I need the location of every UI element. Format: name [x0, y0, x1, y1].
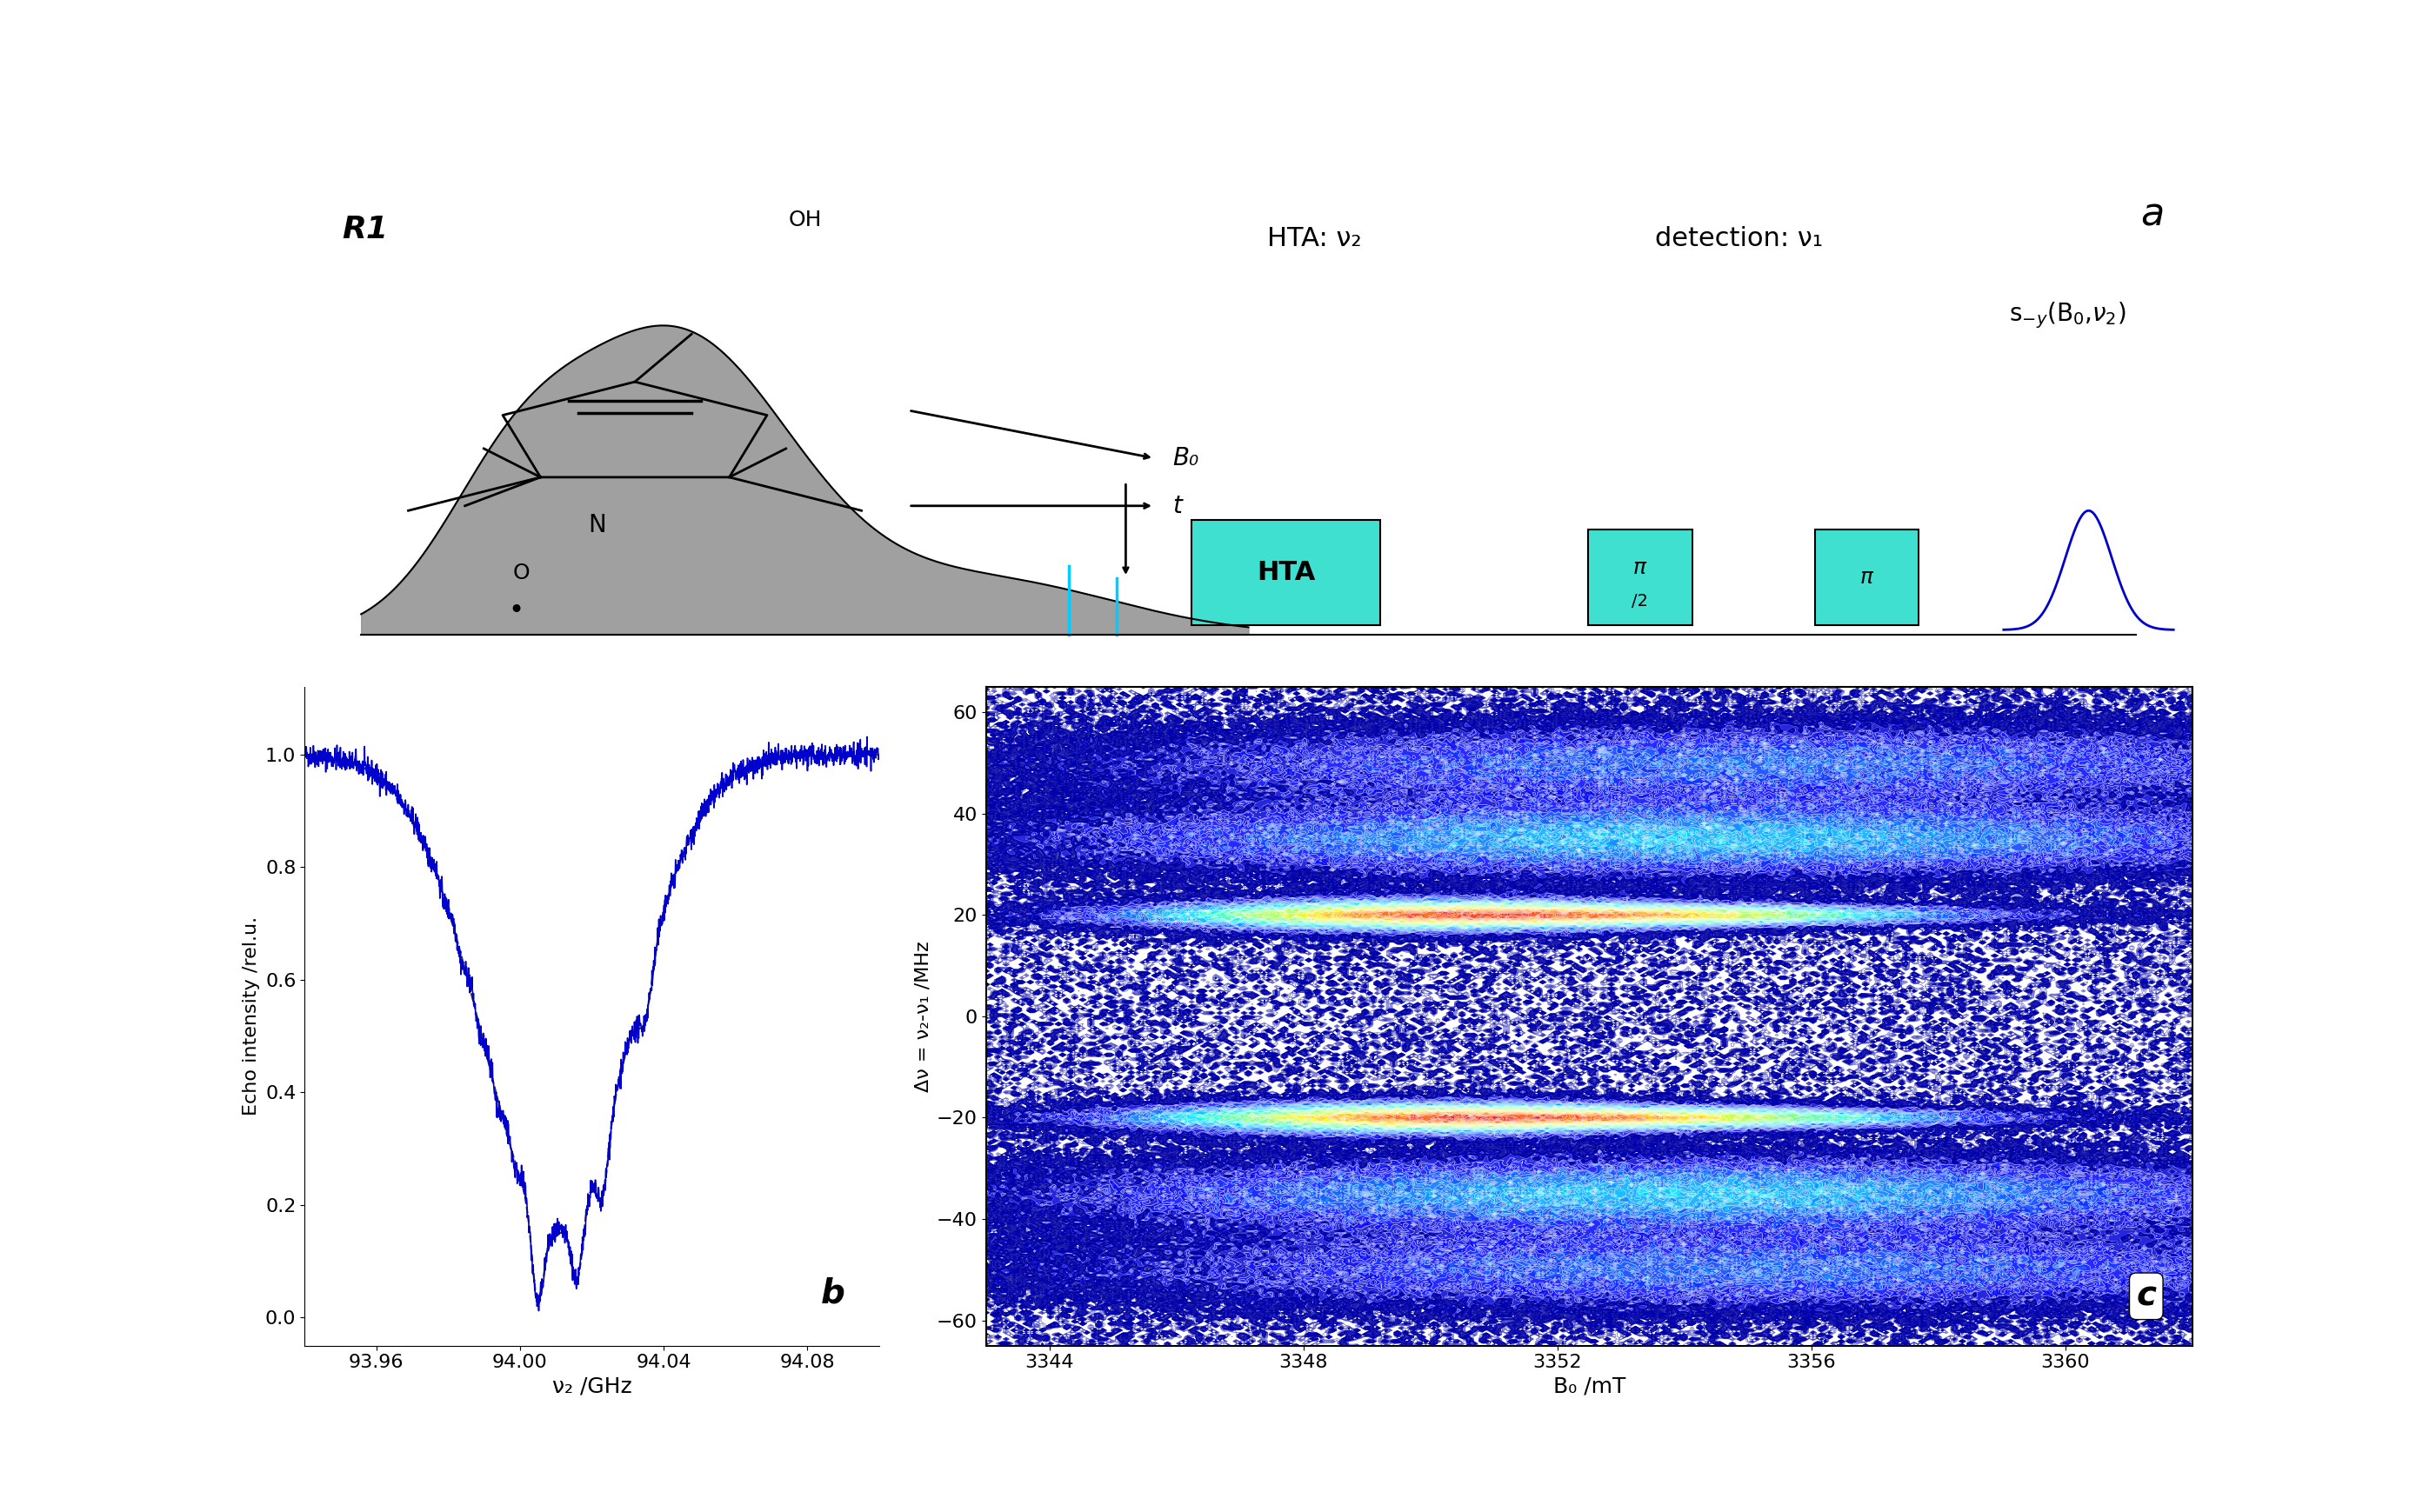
Text: c: c: [2136, 1279, 2156, 1312]
X-axis label: B₀ /mT: B₀ /mT: [1552, 1376, 1625, 1397]
Text: s$_{-y}$(B$_0$,$\nu_2$): s$_{-y}$(B$_0$,$\nu_2$): [2010, 299, 2127, 330]
Bar: [1815, 529, 1920, 624]
Y-axis label: Δν = ν₂-ν₁ /MHz: Δν = ν₂-ν₁ /MHz: [914, 940, 931, 1092]
Text: $\pi$: $\pi$: [1632, 558, 1647, 578]
Y-axis label: Echo intensity /rel.u.: Echo intensity /rel.u.: [244, 916, 261, 1116]
Text: HTA: ν₂: HTA: ν₂: [1267, 227, 1362, 251]
Bar: [1191, 520, 1381, 624]
Text: tₕₜₐ: tₕₜₐ: [1111, 697, 1140, 714]
Text: a: a: [2141, 195, 2163, 233]
Text: /2: /2: [1632, 593, 1649, 609]
Text: OH: OH: [789, 209, 821, 230]
Text: $\pi$: $\pi$: [1859, 567, 1873, 588]
X-axis label: ν₂ /GHz: ν₂ /GHz: [553, 1376, 631, 1397]
Bar: [1588, 529, 1693, 624]
Text: detection: ν₁: detection: ν₁: [1656, 227, 1822, 251]
Text: O: O: [514, 562, 531, 584]
Text: HTA: HTA: [1257, 559, 1315, 585]
Text: N: N: [587, 513, 607, 537]
Text: •: •: [509, 599, 524, 623]
Text: τ: τ: [1747, 697, 1759, 718]
Text: B₀: B₀: [1174, 446, 1199, 470]
Text: b: b: [821, 1276, 845, 1309]
Text: T: T: [1479, 697, 1491, 718]
Text: R1: R1: [341, 215, 387, 245]
Text: t: t: [1174, 493, 1181, 519]
